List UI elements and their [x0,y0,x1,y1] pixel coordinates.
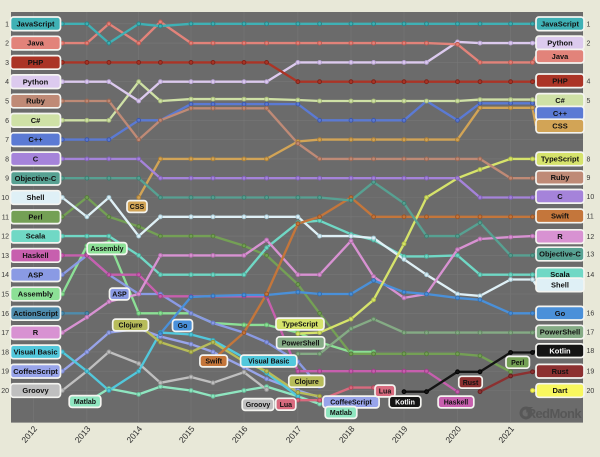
svg-text:PowerShell: PowerShell [282,340,320,347]
svg-text:2: 2 [587,40,591,47]
svg-text:9: 9 [5,176,9,183]
svg-text:13: 13 [587,252,595,259]
svg-text:CSS: CSS [552,122,567,131]
svg-text:11: 11 [2,214,9,221]
svg-text:C++: C++ [553,109,568,118]
svg-text:12: 12 [1,234,9,241]
svg-text:ASP: ASP [112,292,127,299]
svg-text:Rust: Rust [463,380,479,387]
svg-text:16: 16 [1,311,9,318]
svg-text:5: 5 [5,99,9,106]
svg-text:Lua: Lua [280,402,293,409]
svg-text:17: 17 [1,330,9,337]
svg-text:10: 10 [1,195,9,202]
svg-text:TypeScript: TypeScript [282,322,318,329]
svg-text:2: 2 [5,41,9,48]
svg-text:Clojure: Clojure [118,323,142,330]
svg-text:6: 6 [5,118,9,125]
svg-text:Matlab: Matlab [330,410,352,417]
svg-text:Go: Go [178,323,188,330]
svg-text:Scala: Scala [26,232,46,241]
svg-text:19: 19 [1,369,9,376]
svg-text:Perl: Perl [511,360,524,367]
svg-text:12: 12 [587,234,595,241]
svg-text:JavaScript: JavaScript [541,19,579,28]
svg-text:4: 4 [587,78,591,85]
svg-text:19: 19 [587,369,595,376]
svg-text:PowerShell: PowerShell [540,328,580,337]
svg-text:7: 7 [5,137,9,144]
svg-text:ASP: ASP [28,270,43,279]
svg-text:JavaScript: JavaScript [17,19,55,28]
svg-text:8: 8 [587,156,591,163]
svg-text:Kotlin: Kotlin [549,346,571,355]
svg-text:Dart: Dart [552,386,568,395]
svg-text:Assembly: Assembly [18,290,54,299]
svg-text:C#: C# [555,96,565,105]
svg-text:RedMonk: RedMonk [527,406,583,421]
svg-text:Haskell: Haskell [444,400,469,407]
svg-text:C#: C# [31,116,41,125]
svg-text:16: 16 [587,311,595,318]
svg-text:18: 18 [587,348,595,355]
svg-text:Visual Basic: Visual Basic [248,359,289,366]
svg-text:Swift: Swift [551,212,569,221]
svg-text:Lua: Lua [379,389,392,396]
svg-text:14: 14 [1,272,9,279]
svg-text:Java: Java [552,52,570,61]
svg-text:Groovy: Groovy [22,386,49,395]
svg-text:13: 13 [1,253,9,260]
svg-text:Assembly: Assembly [90,246,123,253]
svg-text:Visual Basic: Visual Basic [13,348,57,357]
svg-text:Swift: Swift [205,359,222,366]
svg-text:PHP: PHP [552,76,567,85]
svg-text:18: 18 [1,349,9,356]
svg-text:Matlab: Matlab [74,399,96,406]
svg-text:Objective-C: Objective-C [15,174,57,183]
svg-text:C: C [557,192,563,201]
svg-text:1: 1 [587,21,591,28]
svg-text:14: 14 [587,272,595,279]
svg-text:C: C [33,155,39,164]
svg-text:Shell: Shell [27,193,45,202]
svg-text:20: 20 [587,388,595,395]
svg-text:CSS: CSS [130,204,145,211]
svg-text:Scala: Scala [550,270,570,279]
svg-text:Java: Java [27,39,45,48]
svg-text:15: 15 [1,292,9,299]
svg-text:11: 11 [587,213,594,220]
svg-text:CoffeeScript: CoffeeScript [330,400,372,407]
svg-text:3: 3 [5,60,9,67]
svg-text:10: 10 [587,194,595,201]
svg-text:Python: Python [23,77,49,86]
svg-text:Perl: Perl [28,212,42,221]
svg-text:TypeScript: TypeScript [541,155,580,164]
svg-text:9: 9 [587,175,591,182]
svg-text:Objective-C: Objective-C [539,250,581,259]
svg-text:PHP: PHP [28,58,43,67]
svg-text:CoffeeScript: CoffeeScript [13,367,58,376]
svg-text:Ruby: Ruby [551,173,571,182]
svg-text:Haskell: Haskell [22,251,48,260]
svg-text:Groovy: Groovy [246,402,271,409]
svg-text:R: R [557,232,563,241]
svg-text:4: 4 [5,79,9,86]
svg-text:Python: Python [547,39,573,48]
svg-text:Shell: Shell [551,281,569,290]
svg-text:Go: Go [555,309,566,318]
svg-text:Ruby: Ruby [26,97,46,106]
svg-text:C++: C++ [28,135,43,144]
svg-text:Clojure: Clojure [295,379,319,386]
svg-text:1: 1 [5,21,9,28]
svg-text:17: 17 [587,330,595,337]
svg-text:20: 20 [1,388,9,395]
svg-text:Rust: Rust [552,367,569,376]
svg-text:R: R [33,328,39,337]
svg-text:Kotlin: Kotlin [395,400,415,407]
svg-text:ActionScript: ActionScript [13,309,58,318]
svg-text:8: 8 [5,156,9,163]
svg-text:5: 5 [587,98,591,105]
